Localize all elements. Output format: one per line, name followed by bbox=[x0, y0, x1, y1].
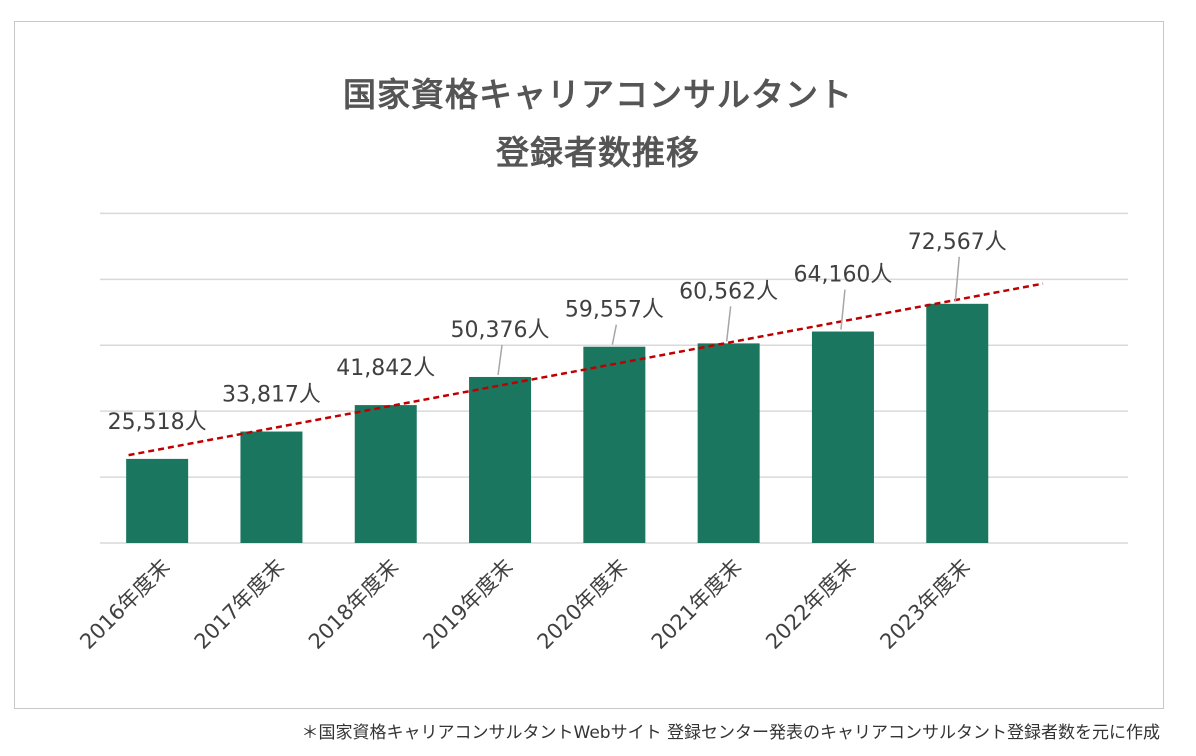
leader-line bbox=[725, 306, 732, 342]
data-label: 50,376人 bbox=[451, 318, 550, 343]
bar-2019年度末 bbox=[469, 376, 532, 543]
x-tick-label: 2017年度末 bbox=[190, 555, 289, 654]
bar-2016年度末 bbox=[126, 458, 189, 543]
x-tick-label: 2020年度末 bbox=[533, 555, 632, 654]
leader-line bbox=[611, 324, 618, 345]
data-label: 33,817人 bbox=[222, 383, 321, 408]
data-label: 64,160人 bbox=[793, 263, 892, 288]
bar-2018年度末 bbox=[354, 405, 417, 543]
data-label: 41,842人 bbox=[336, 356, 435, 381]
chart-title-line-1: 国家資格キャリアコンサルタント bbox=[343, 75, 853, 114]
x-tick-label: 2023年度末 bbox=[875, 555, 974, 654]
x-tick-label: 2019年度末 bbox=[418, 555, 517, 654]
bars bbox=[126, 303, 989, 543]
x-tick-label: 2018年度末 bbox=[304, 555, 403, 654]
bar-2020年度末 bbox=[583, 346, 646, 543]
data-label: 60,562人 bbox=[679, 279, 778, 304]
bar-2017年度末 bbox=[240, 431, 303, 543]
x-tick-label: 2021年度末 bbox=[647, 555, 746, 654]
x-tick-label: 2022年度末 bbox=[761, 555, 860, 654]
bar-2021年度末 bbox=[697, 343, 760, 543]
linear-trendline bbox=[128, 282, 1044, 457]
bar-2023年度末 bbox=[926, 303, 989, 543]
leader-line bbox=[840, 289, 846, 330]
trendline bbox=[128, 282, 1044, 457]
data-labels: 25,518人 33,817人 41,842人 50,376人 59,557人 60,56… bbox=[108, 230, 1007, 435]
x-tick-label: 2016年度末 bbox=[75, 555, 174, 654]
leader-line bbox=[954, 256, 960, 302]
data-label: 25,518人 bbox=[108, 410, 207, 435]
data-label: 72,567人 bbox=[908, 230, 1007, 255]
bar-2022年度末 bbox=[811, 331, 874, 543]
source-footnote: ＊国家資格キャリアコンサルタントWebサイト 登録センター発表のキャリアコンサル… bbox=[301, 723, 1160, 743]
data-label: 59,557人 bbox=[565, 298, 664, 323]
chart-title-line-2: 登録者数推移 bbox=[496, 133, 700, 172]
x-axis-tick-labels: 2016年度末 2017年度末 2018年度末 2019年度末 2020年度末 2021年… bbox=[75, 555, 974, 654]
leader-line bbox=[497, 344, 503, 376]
leader-lines bbox=[497, 256, 960, 376]
